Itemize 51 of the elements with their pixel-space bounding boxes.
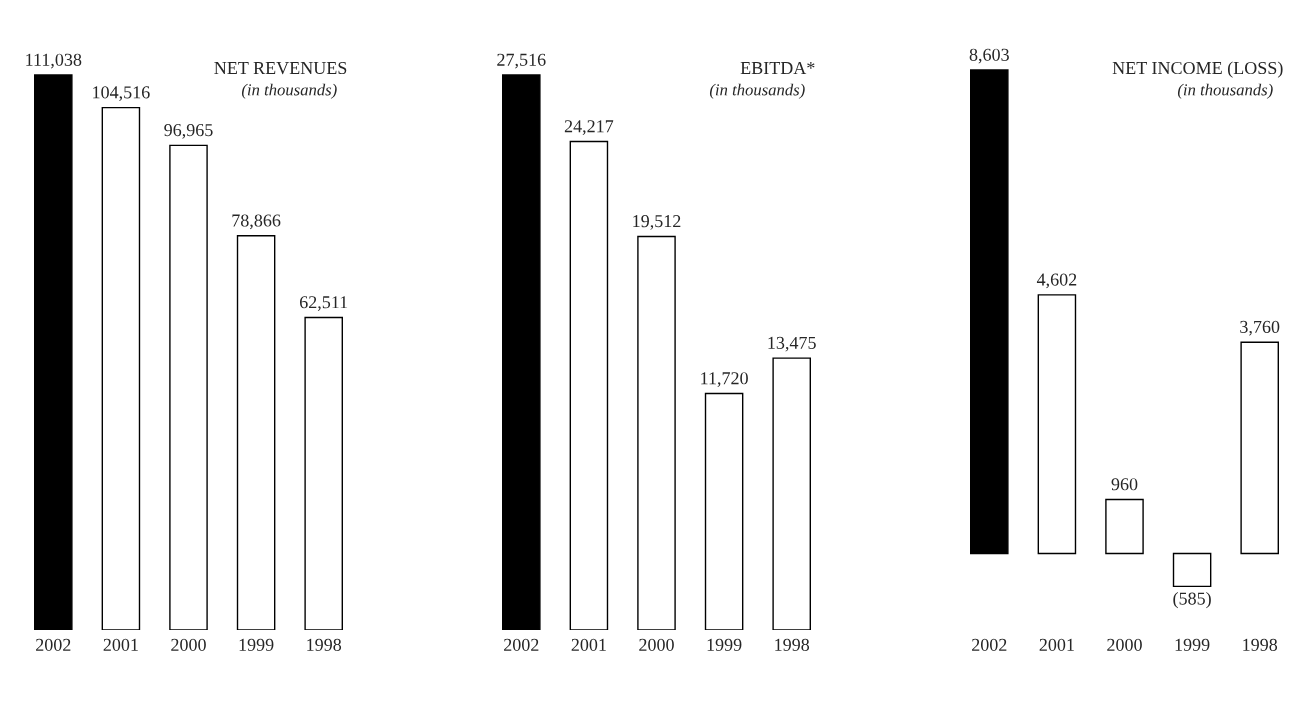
bar [772,357,811,630]
x-tick-label: 2000 [1107,638,1142,651]
bar [304,316,343,630]
bar [637,235,676,630]
data-label: (585) [1173,591,1211,609]
chart-title: EBITDA* [740,61,815,74]
x-tick-label: 1999 [707,638,742,651]
data-label: 78,866 [232,214,281,230]
data-label: 96,965 [164,124,213,139]
chart-subtitle: (in thousands) [709,83,805,99]
data-label: 19,512 [633,215,681,230]
bar [1240,341,1279,555]
x-tick-label: 1999 [239,638,274,651]
chart-subtitle: (in thousands) [241,83,337,99]
x-tick-label: 1998 [1243,638,1278,651]
bar [502,74,541,630]
x-tick-label: 2000 [639,638,674,651]
bar [1037,294,1077,555]
x-tick-label: 1998 [775,638,810,651]
bar [704,392,744,630]
chart-title: NET INCOME (LOSS) [1112,61,1283,78]
bar [236,235,276,630]
data-label: 104,516 [93,86,150,101]
data-label: 960 [1111,478,1138,491]
bar [101,106,141,630]
x-tick-label: 2001 [1039,638,1074,651]
chart-title: NET REVENUES [214,61,347,75]
x-tick-label: 2001 [103,638,138,651]
bar [1172,552,1212,588]
data-label: 24,217 [564,120,614,135]
bar [34,74,73,630]
data-label: 13,475 [768,336,816,352]
x-tick-label: 2002 [36,638,71,651]
x-tick-label: 2001 [571,638,606,651]
data-label: 4,602 [1036,273,1077,289]
x-tick-label: 2002 [972,638,1007,651]
x-tick-label: 1998 [307,638,342,651]
bar [169,144,208,630]
data-label: 111,038 [26,53,82,69]
data-label: 8,603 [969,48,1009,64]
data-label: 3,760 [1240,320,1280,336]
text: (in thousands) [1177,83,1273,99]
bar [970,69,1009,555]
x-tick-label: 2002 [504,638,539,651]
data-label: 11,720 [701,372,748,387]
bar [569,140,609,630]
bar [1105,498,1144,555]
x-tick-label: 2000 [171,638,206,651]
x-tick-label: 1999 [1175,638,1210,651]
data-label: 62,511 [299,296,348,311]
data-label: 27,516 [497,53,546,69]
